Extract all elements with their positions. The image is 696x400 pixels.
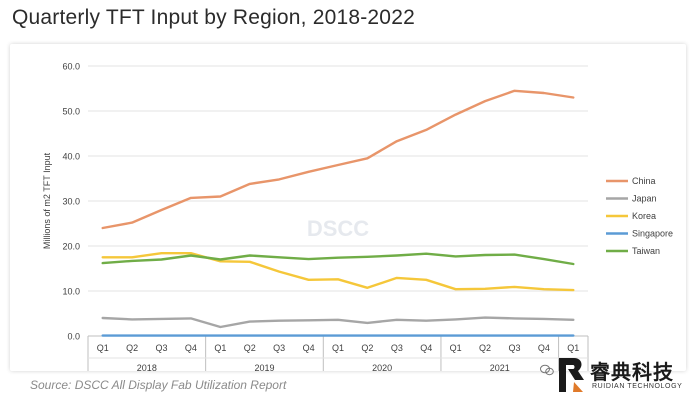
y-tick-label: 60.0 xyxy=(62,62,80,72)
x-tick-label: Q4 xyxy=(538,343,550,353)
legend-label-china: China xyxy=(632,176,656,186)
series-line-japan xyxy=(101,316,575,329)
year-label: 2020 xyxy=(372,363,392,371)
y-tick-label: 30.0 xyxy=(62,197,80,207)
x-tick-label: Q2 xyxy=(361,343,373,353)
x-tick-label: Q3 xyxy=(391,343,403,353)
wechat-icon xyxy=(540,364,554,376)
y-tick-label: 50.0 xyxy=(62,107,80,117)
series-line-china xyxy=(101,89,575,230)
y-tick-label: 20.0 xyxy=(62,242,80,252)
x-tick-label: Q1 xyxy=(214,343,226,353)
x-tick-label: Q1 xyxy=(97,343,109,353)
year-label: 2021 xyxy=(490,363,510,371)
series-line-taiwan xyxy=(101,252,575,266)
source-note: Source: DSCC All Display Fab Utilization… xyxy=(30,378,287,392)
watermark: DSCC xyxy=(307,216,369,241)
x-tick-label: Q1 xyxy=(567,343,579,353)
logo-subtitle: RUIDIAN TECHNOLOGY xyxy=(592,383,683,390)
legend-label-korea: Korea xyxy=(632,211,656,221)
x-tick-label: Q4 xyxy=(303,343,315,353)
x-tick-label: Q1 xyxy=(450,343,462,353)
x-tick-label: Q3 xyxy=(273,343,285,353)
brand-logo: 睿典科技 RUIDIAN TECHNOLOGY xyxy=(540,354,696,398)
y-axis-label: Millions of m2 TFT Input xyxy=(42,152,52,249)
series-line-korea xyxy=(101,251,575,292)
line-chart: DSCC 0.0 10.0 20.0 30.0 40.0 50.0 60.0 Millions … xyxy=(42,62,673,371)
y-tick-label: 40.0 xyxy=(62,152,80,162)
y-tick-label: 0.0 xyxy=(67,332,80,342)
x-tick-label: Q1 xyxy=(332,343,344,353)
legend-label-singapore: Singapore xyxy=(632,229,673,239)
legend-label-japan: Japan xyxy=(632,194,657,204)
logo-text: 睿典科技 xyxy=(590,360,674,384)
x-tick-label: Q3 xyxy=(508,343,520,353)
x-tick-label: Q2 xyxy=(479,343,491,353)
chart-panel: DSCC 0.0 10.0 20.0 30.0 40.0 50.0 60.0 Millions … xyxy=(10,44,686,371)
legend-label-taiwan: Taiwan xyxy=(632,246,660,256)
x-tick-label: Q2 xyxy=(244,343,256,353)
y-tick-label: 10.0 xyxy=(62,287,80,297)
ruidian-logo-icon xyxy=(559,358,584,392)
x-tick-label: Q3 xyxy=(156,343,168,353)
page-title: Quarterly TFT Input by Region, 2018-2022 xyxy=(12,6,415,29)
x-tick-label: Q4 xyxy=(420,343,432,353)
year-label: 2018 xyxy=(137,363,157,371)
year-label: 2019 xyxy=(254,363,274,371)
x-tick-label: Q4 xyxy=(185,343,197,353)
x-tick-label: Q2 xyxy=(126,343,138,353)
